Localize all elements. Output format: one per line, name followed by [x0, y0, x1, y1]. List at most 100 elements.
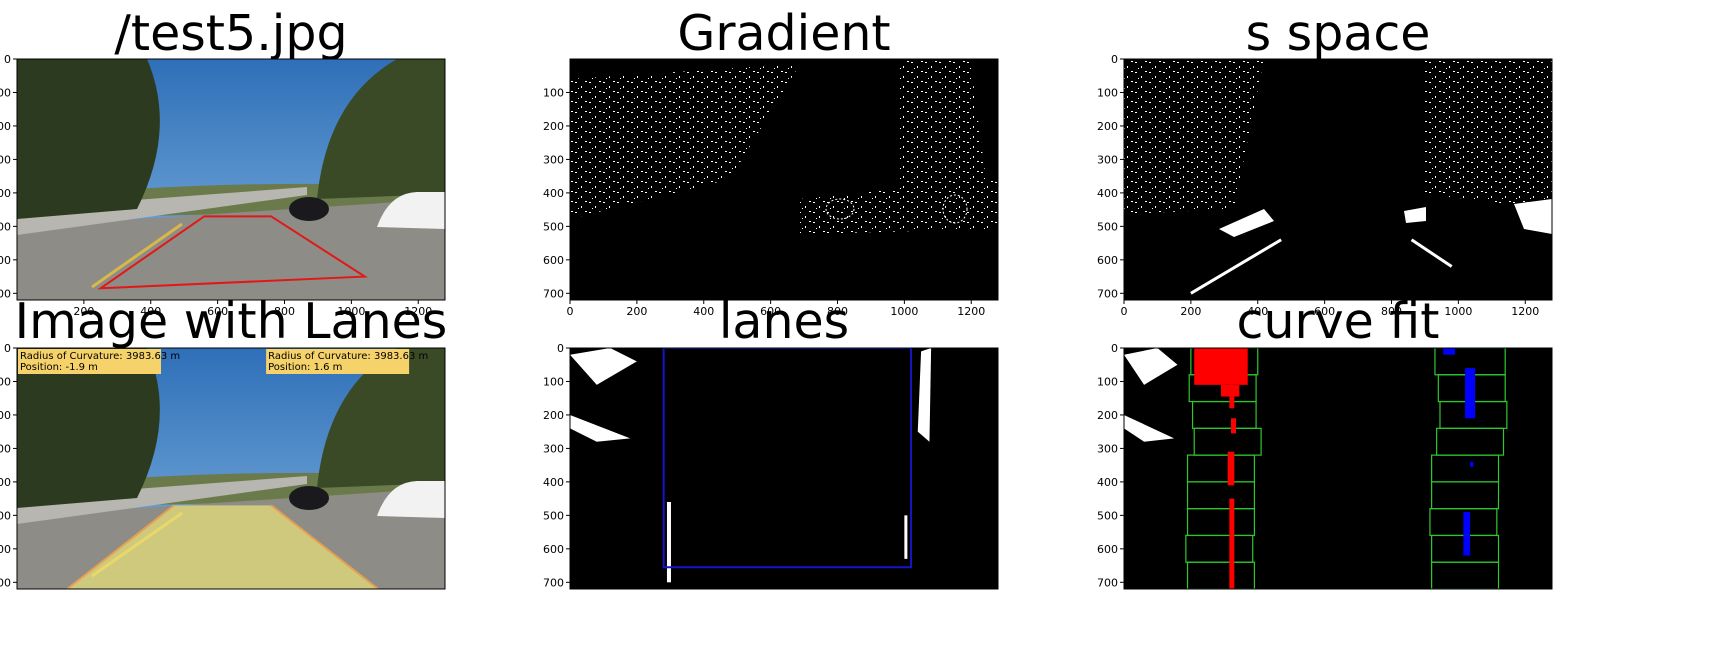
- lane-pixels-left: [1227, 451, 1235, 486]
- x-tick-label: 1000: [337, 305, 365, 318]
- blob: [1219, 209, 1274, 237]
- y-tick-label: 700: [543, 287, 564, 300]
- y-tick-label: 100: [543, 375, 564, 388]
- y-tick-label: 400: [543, 187, 564, 200]
- lane-pixels-left: [666, 501, 671, 583]
- dark-car: [289, 486, 329, 510]
- panel-title: Image with Lanes: [15, 293, 448, 350]
- y-tick-label: 200: [1097, 120, 1118, 133]
- trees-left: [17, 348, 160, 508]
- warp-blob: [917, 348, 932, 442]
- y-tick-label: 200: [543, 120, 564, 133]
- y-tick-label: 0: [1111, 53, 1118, 66]
- image-area: [570, 59, 998, 300]
- lane-pixels-right: [1465, 368, 1476, 419]
- y-tick-label: 700: [0, 576, 11, 589]
- edge-texture: [570, 64, 800, 219]
- white-car: [377, 192, 445, 229]
- y-tick-label: 300: [1097, 442, 1118, 455]
- source-polygon: [97, 215, 368, 290]
- lane-fill: [67, 505, 379, 589]
- car-edges: [942, 194, 968, 224]
- y-tick-label: 100: [1097, 375, 1118, 388]
- panel-title: Gradient: [677, 5, 890, 62]
- x-tick-label: 200: [626, 305, 647, 318]
- y-tick-label: 700: [1097, 576, 1118, 589]
- panel-1: /test5.jpg 0 100 200 300 400 500 600 700 200 400 60…: [0, 5, 446, 318]
- s-texture: [1424, 59, 1552, 209]
- warp-box: [662, 348, 913, 569]
- panel-title: lanes: [719, 293, 849, 350]
- y-tick-label: 400: [1097, 476, 1118, 489]
- x-tick-label: 600: [1314, 305, 1335, 318]
- y-tick-label: 200: [0, 120, 11, 133]
- y-tick-label: 300: [1097, 153, 1118, 166]
- x-tick-label: 1200: [404, 305, 432, 318]
- lane-pixels-right: [1463, 512, 1471, 556]
- y-tick-label: 100: [0, 375, 11, 388]
- lane-pixels-left: [1229, 498, 1235, 589]
- lane-pixels-left: [1220, 384, 1240, 397]
- lane-pixels-left: [1229, 396, 1235, 409]
- y-tick-label: 300: [0, 442, 11, 455]
- y-tick-label: 100: [543, 86, 564, 99]
- y-tick-label: 600: [543, 543, 564, 556]
- axes-frame: [16, 58, 446, 301]
- curve-blob: [1124, 414, 1175, 442]
- x-tick-label: 200: [73, 305, 94, 318]
- curvature-text: Radius of Curvature: 3983.63 m: [268, 351, 428, 362]
- s-texture: [1124, 59, 1264, 214]
- y-tick-label: 0: [557, 342, 564, 355]
- x-tick-label: 1200: [1511, 305, 1539, 318]
- position-text: Position: -1.9 m: [20, 362, 98, 373]
- x-tick-label: 1000: [1444, 305, 1472, 318]
- y-tick-label: 300: [543, 442, 564, 455]
- blob: [1514, 199, 1552, 234]
- info-box-left: Radius of Curvature: 3983.63 mPosition: …: [18, 349, 180, 374]
- y-tick-label: 600: [0, 254, 11, 267]
- image-area: [17, 59, 445, 300]
- x-tick-label: 200: [1180, 305, 1201, 318]
- y-tick-label: 500: [1097, 220, 1118, 233]
- y-tick-label: 400: [0, 187, 11, 200]
- x-tick-label: 800: [827, 305, 848, 318]
- x-tick-label: 600: [207, 305, 228, 318]
- panel-6: curve fit 0 100 200 300 400 500 600 700: [1097, 293, 1553, 590]
- y-tick-label: 100: [1097, 86, 1118, 99]
- info-box-bg: [266, 349, 410, 374]
- panel-title: curve fit: [1237, 293, 1440, 350]
- y-tick-label: 500: [543, 509, 564, 522]
- y-tick-label: 700: [543, 576, 564, 589]
- warp-blob: [570, 414, 631, 442]
- x-tick-label: 0: [1121, 305, 1128, 318]
- panel-5: lanes 0 100 200 300 400 500 600 700: [543, 293, 999, 590]
- axes-frame: [1123, 58, 1553, 301]
- trees-right: [317, 348, 445, 488]
- y-tick-label: 600: [0, 543, 11, 556]
- lane-edge-left: [66, 504, 175, 589]
- lane-pixels-right: [904, 515, 908, 559]
- y-tick-label: 500: [0, 220, 11, 233]
- y-tick-label: 0: [4, 342, 11, 355]
- y-tick-label: 700: [0, 287, 11, 300]
- image-area: [1124, 348, 1552, 589]
- y-tick-label: 200: [1097, 409, 1118, 422]
- road-surface: [17, 199, 445, 300]
- panel-title: /test5.jpg: [114, 5, 347, 62]
- y-tick-label: 500: [0, 509, 11, 522]
- curvature-text: Radius of Curvature: 3983.63 m: [20, 351, 180, 362]
- x-tick-label: 1200: [957, 305, 985, 318]
- lane-line-left: [1190, 238, 1282, 295]
- y-tick-label: 0: [4, 53, 11, 66]
- trees-left: [17, 59, 160, 219]
- lane-pixels-right: [1443, 348, 1456, 355]
- curve-blob: [1124, 348, 1178, 385]
- y-tick-label: 200: [0, 409, 11, 422]
- axes-frame: [1123, 347, 1553, 590]
- trees-right: [317, 59, 445, 199]
- y-tick-label: 500: [1097, 509, 1118, 522]
